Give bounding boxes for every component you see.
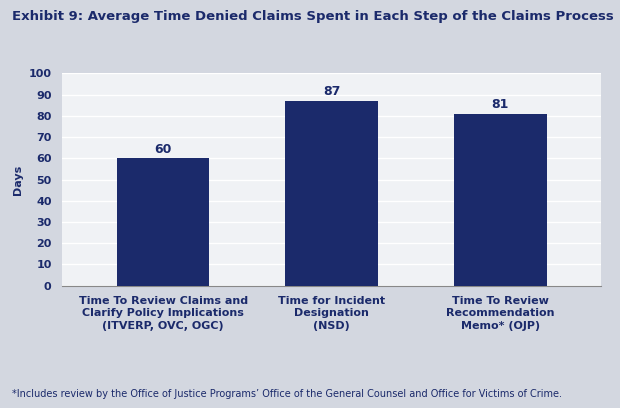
Text: Exhibit 9: Average Time Denied Claims Spent in Each Step of the Claims Process: Exhibit 9: Average Time Denied Claims Sp… (12, 10, 614, 23)
Text: 87: 87 (323, 85, 340, 98)
Bar (285, 101, 378, 286)
Bar (454, 114, 547, 286)
Text: *Includes review by the Office of Justice Programs’ Office of the General Counse: *Includes review by the Office of Justic… (12, 389, 562, 399)
Y-axis label: Days: Days (13, 164, 23, 195)
Bar (117, 158, 210, 286)
Text: 81: 81 (492, 98, 509, 111)
Text: 60: 60 (154, 143, 172, 156)
